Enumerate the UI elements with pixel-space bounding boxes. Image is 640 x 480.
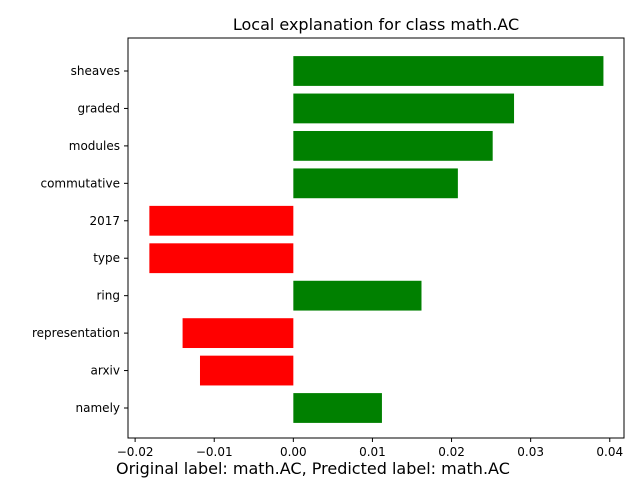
y-tick-label: ring <box>97 289 121 303</box>
y-ticks-group: sheaves graded modules commutative 2017 type r… <box>32 64 128 415</box>
y-tick-label: arxiv <box>90 364 120 378</box>
bar-modules <box>293 130 493 161</box>
y-tick-label: modules <box>69 139 120 153</box>
bar-type <box>149 243 294 274</box>
bar-graded <box>293 93 515 124</box>
x-tick-label: 0.04 <box>596 445 623 459</box>
bar-sheaves <box>293 56 604 86</box>
bar-representation <box>182 318 294 349</box>
y-tick-label: 2017 <box>89 214 120 228</box>
chart-title: Local explanation for class math.AC <box>233 15 519 34</box>
y-tick-label: type <box>93 251 120 265</box>
bar-2017 <box>149 205 294 236</box>
y-tick-label: commutative <box>40 176 120 190</box>
y-tick-label: sheaves <box>71 64 120 78</box>
y-tick-label: representation <box>32 326 120 340</box>
x-tick-label: −0.02 <box>117 445 154 459</box>
y-tick-label: namely <box>76 401 120 415</box>
plot-frame <box>127 37 625 439</box>
x-tick-label: −0.01 <box>196 445 233 459</box>
x-tick-label: 0.00 <box>280 445 307 459</box>
bar-commutative <box>293 168 458 199</box>
y-tick-label: graded <box>77 101 120 115</box>
x-tick-label: 0.03 <box>517 445 544 459</box>
bars-group <box>149 56 604 423</box>
x-tick-label: 0.01 <box>359 445 386 459</box>
bar-arxiv <box>199 355 294 386</box>
x-tick-label: 0.02 <box>438 445 465 459</box>
bar-ring <box>293 280 422 311</box>
x-ticks-group: −0.02 −0.01 0.00 0.01 0.02 0.03 0.04 <box>117 438 623 459</box>
label-caption: Original label: math.AC, Predicted label… <box>116 459 510 478</box>
bar-namely <box>293 393 382 423</box>
